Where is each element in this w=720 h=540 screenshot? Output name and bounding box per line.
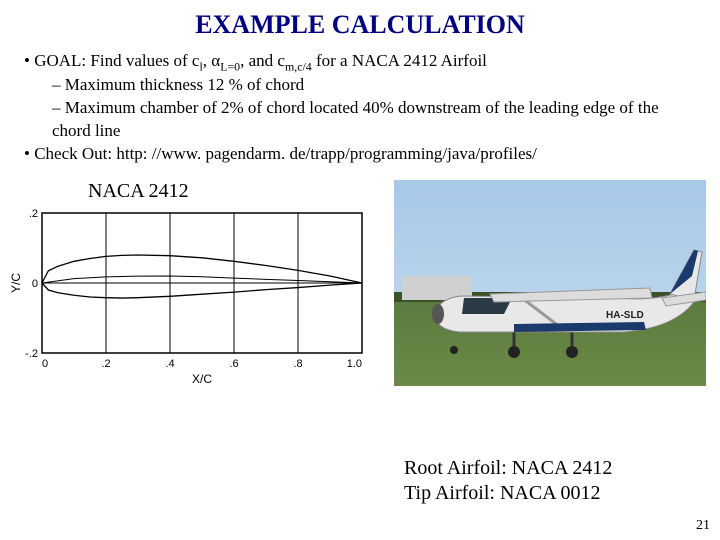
svg-text:.2: .2 bbox=[29, 208, 38, 220]
svg-text:.8: .8 bbox=[293, 358, 302, 370]
airplane-photo: HA-SLD bbox=[394, 180, 706, 386]
airplane-illustration: HA-SLD bbox=[394, 180, 706, 386]
svg-text:.2: .2 bbox=[101, 358, 110, 370]
chart-title: NACA 2412 bbox=[8, 180, 388, 207]
svg-text:X/C: X/C bbox=[192, 372, 212, 386]
page-number: 21 bbox=[696, 518, 710, 534]
caption-root: Root Airfoil: NACA 2412 bbox=[404, 456, 612, 481]
goal-bullet: GOAL: Find values of cl, αL=0, and cm,c/… bbox=[24, 50, 700, 143]
sub-bullet-chamber: Maximum chamber of 2% of chord located 4… bbox=[52, 97, 700, 143]
svg-text:Y/C: Y/C bbox=[9, 273, 23, 293]
svg-text:-.2: -.2 bbox=[25, 348, 38, 360]
caption-tip: Tip Airfoil: NACA 0012 bbox=[404, 481, 612, 506]
svg-text:0: 0 bbox=[32, 278, 38, 290]
checkout-bullet: Check Out: http: //www. pagendarm. de/tr… bbox=[24, 143, 700, 166]
svg-text:.4: .4 bbox=[165, 358, 174, 370]
bullet-list: GOAL: Find values of cl, αL=0, and cm,c/… bbox=[0, 46, 720, 166]
svg-text:.6: .6 bbox=[229, 358, 238, 370]
sub-bullet-thickness: Maximum thickness 12 % of chord bbox=[52, 74, 700, 97]
svg-text:0: 0 bbox=[42, 358, 48, 370]
slide-title: EXAMPLE CALCULATION bbox=[0, 0, 720, 46]
airfoil-chart: 0 .2 .4 .6 .8 1.0 .2 0 -.2 X/C Y/C bbox=[8, 207, 380, 389]
photo-caption: Root Airfoil: NACA 2412 Tip Airfoil: NAC… bbox=[404, 456, 612, 506]
svg-text:HA-SLD: HA-SLD bbox=[606, 310, 644, 321]
airfoil-chart-panel: NACA 2412 0 .2 .4 .6 .8 1.0 .2 0 -.2 X/C Y/C bbox=[8, 180, 388, 389]
svg-text:1.0: 1.0 bbox=[347, 358, 362, 370]
